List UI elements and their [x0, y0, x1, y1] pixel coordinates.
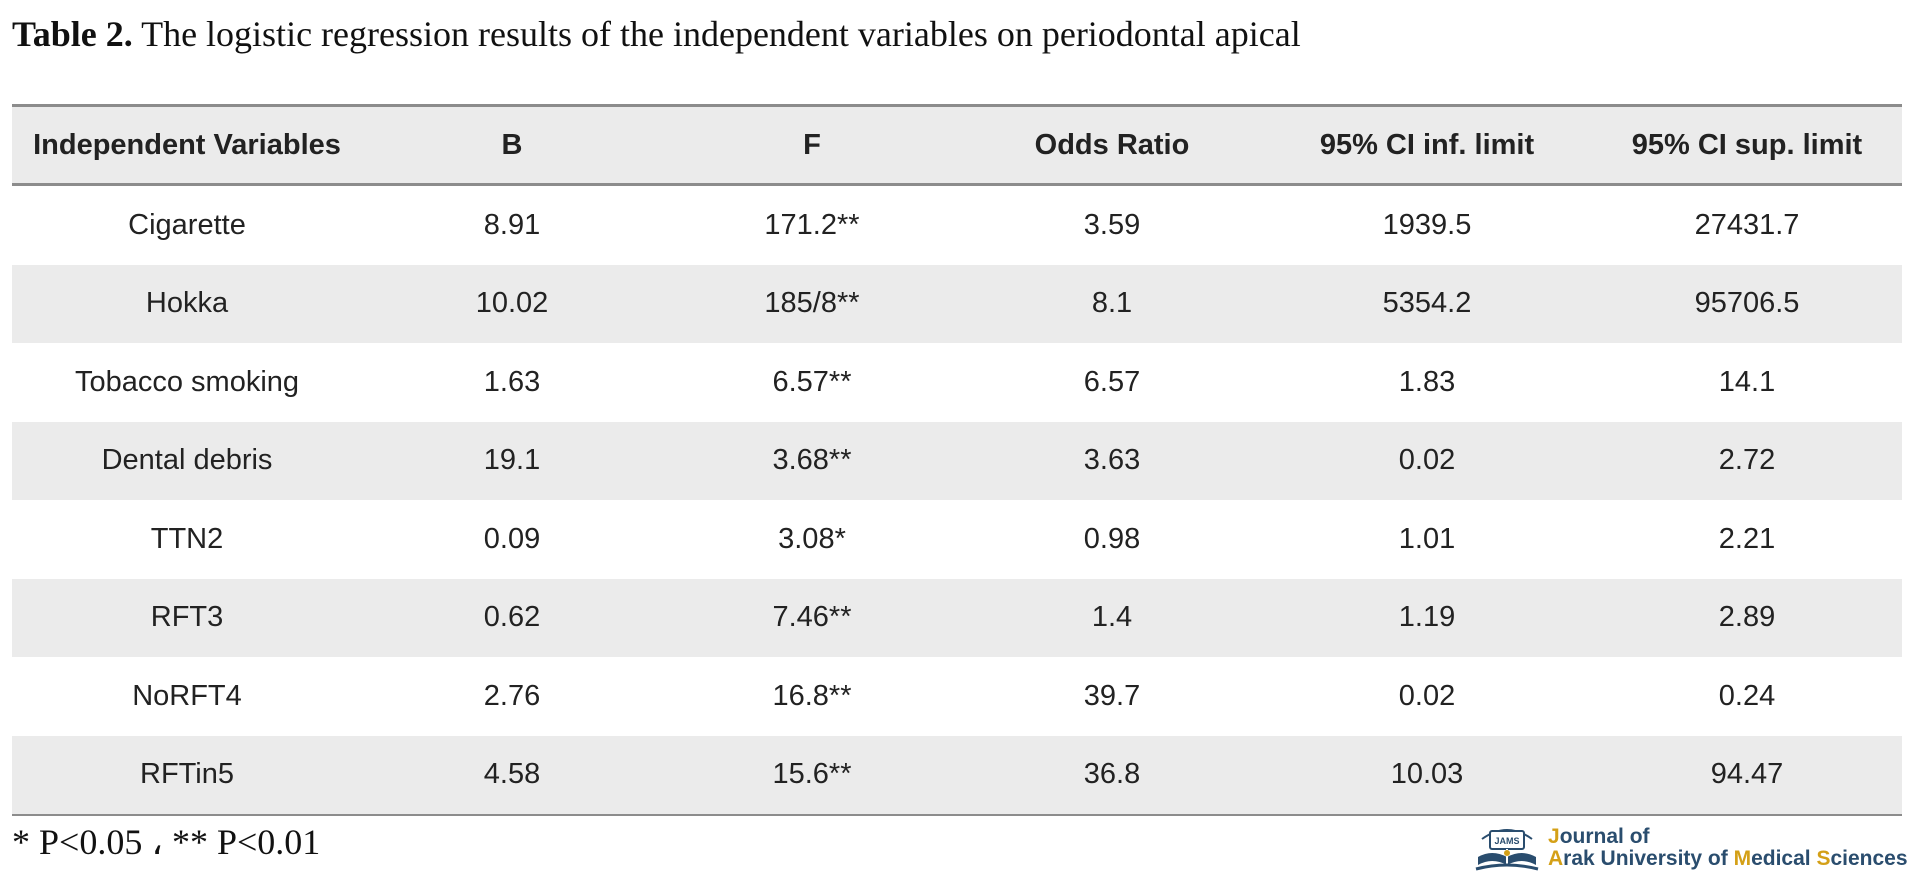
cell-ci-sup: 0.24 — [1718, 679, 1776, 712]
cell-f: 171.2** — [764, 208, 860, 241]
cell-variable: Cigarette — [128, 208, 246, 241]
line2-edical: edical — [1751, 847, 1817, 870]
header-independent-variables: Independent Variables — [33, 128, 341, 161]
table-row: NoRFT4 2.76 16.8** 39.7 0.02 0.24 — [12, 657, 1902, 736]
results-table: Independent Variables B F Odds Ratio 95%… — [12, 104, 1902, 816]
journal-name-line1: Journal of — [1548, 826, 1908, 848]
cell-ci-inf: 0.02 — [1398, 444, 1456, 477]
line2-ciences: ciences — [1830, 847, 1908, 870]
cell-b: 0.09 — [483, 522, 541, 555]
cell-variable: Hokka — [145, 287, 229, 320]
cell-f: 185/8** — [764, 287, 860, 320]
cell-ci-sup: 2.89 — [1718, 601, 1776, 634]
cell-b: 1.63 — [483, 365, 541, 398]
cell-ci-inf: 10.03 — [1390, 758, 1464, 791]
cell-b: 8.91 — [483, 208, 541, 241]
letter-j: J — [1548, 825, 1560, 848]
cell-b: 4.58 — [483, 758, 541, 791]
table-row: Dental debris 19.1 3.68** 3.63 0.02 2.72 — [12, 421, 1902, 500]
line2-rak: rak University of — [1563, 847, 1734, 870]
cell-variable: RFTin5 — [140, 758, 234, 791]
cell-f: 15.6** — [772, 758, 852, 791]
table-body: Cigarette 8.91 171.2** 3.59 1939.5 27431… — [12, 185, 1902, 815]
table-row: Cigarette 8.91 171.2** 3.59 1939.5 27431… — [12, 185, 1902, 265]
table-caption: Table 2. The logistic regression results… — [12, 12, 1301, 56]
cell-odds-ratio: 6.57 — [1083, 365, 1141, 398]
table-row: Tobacco smoking 1.63 6.57** 6.57 1.83 14… — [12, 343, 1902, 422]
letter-s: S — [1816, 847, 1831, 870]
table-row: Hokka 10.02 185/8** 8.1 5354.2 95706.5 — [12, 264, 1902, 343]
results-table-container: Independent Variables B F Odds Ratio 95%… — [12, 104, 1902, 816]
cell-f: 16.8** — [772, 679, 852, 712]
cell-odds-ratio: 36.8 — [1083, 758, 1141, 791]
table-row: RFTin5 4.58 15.6** 36.8 10.03 94.47 — [12, 735, 1902, 815]
cell-ci-inf: 1.19 — [1398, 601, 1456, 634]
cell-ci-sup: 27431.7 — [1694, 208, 1800, 241]
cell-variable: NoRFT4 — [132, 679, 242, 712]
cell-ci-sup: 2.21 — [1718, 522, 1776, 555]
journal-logo: JAMS Journal of Arak University of Medic… — [1472, 818, 1908, 878]
journal-name: Journal of Arak University of Medical Sc… — [1548, 826, 1908, 870]
letter-a: A — [1548, 847, 1564, 870]
cell-b: 10.02 — [475, 287, 549, 320]
cell-odds-ratio: 8.1 — [1091, 287, 1133, 320]
header-odds-ratio: Odds Ratio — [1034, 128, 1190, 161]
table-row: RFT3 0.62 7.46** 1.4 1.19 2.89 — [12, 578, 1902, 657]
cell-variable: Tobacco smoking — [74, 365, 300, 398]
cell-odds-ratio: 39.7 — [1083, 679, 1141, 712]
cell-ci-sup: 14.1 — [1718, 365, 1776, 398]
cell-f: 7.46** — [772, 601, 852, 634]
cell-ci-inf: 1.01 — [1398, 522, 1456, 555]
emblem-text: JAMS — [1494, 836, 1519, 846]
header-ci-inf-limit: 95% CI inf. limit — [1319, 128, 1535, 161]
cell-odds-ratio: 1.4 — [1091, 601, 1133, 634]
table-row: TTN2 0.09 3.08* 0.98 1.01 2.21 — [12, 500, 1902, 579]
cell-ci-inf: 0.02 — [1398, 679, 1456, 712]
cell-ci-inf: 1.83 — [1398, 365, 1456, 398]
cell-f: 3.68** — [772, 444, 852, 477]
cell-f: 3.08* — [778, 522, 846, 555]
cell-b: 19.1 — [483, 444, 541, 477]
significance-footnote: * P<0.05 ، ** P<0.01 — [12, 822, 321, 862]
journal-name-line2: Arak University of Medical Sciences — [1548, 848, 1908, 870]
header-row: Independent Variables B F Odds Ratio 95%… — [12, 105, 1902, 185]
cell-variable: TTN2 — [150, 522, 224, 555]
cell-odds-ratio: 3.59 — [1083, 208, 1141, 241]
letter-m: M — [1733, 847, 1752, 870]
caption-label: Table 2. — [12, 14, 133, 54]
cell-f: 6.57** — [772, 365, 852, 398]
cell-b: 2.76 — [483, 679, 541, 712]
cell-odds-ratio: 0.98 — [1083, 522, 1141, 555]
cell-ci-sup: 2.72 — [1718, 444, 1776, 477]
cell-ci-inf: 1939.5 — [1382, 208, 1472, 241]
cell-variable: RFT3 — [150, 601, 224, 634]
table-header: Independent Variables B F Odds Ratio 95%… — [12, 105, 1902, 185]
cell-ci-inf: 5354.2 — [1382, 287, 1472, 320]
cell-ci-sup: 94.47 — [1710, 758, 1784, 791]
header-ci-sup-limit: 95% CI sup. limit — [1631, 128, 1863, 161]
cell-variable: Dental debris — [101, 444, 273, 477]
book-emblem-icon: JAMS — [1475, 829, 1539, 871]
cell-ci-sup: 95706.5 — [1694, 287, 1800, 320]
cell-b: 0.62 — [483, 601, 541, 634]
line1-rest: ournal of — [1559, 825, 1650, 848]
header-b: B — [501, 128, 523, 161]
caption-text: The logistic regression results of the i… — [141, 14, 1301, 54]
cell-odds-ratio: 3.63 — [1083, 444, 1141, 477]
header-f: F — [803, 128, 821, 161]
